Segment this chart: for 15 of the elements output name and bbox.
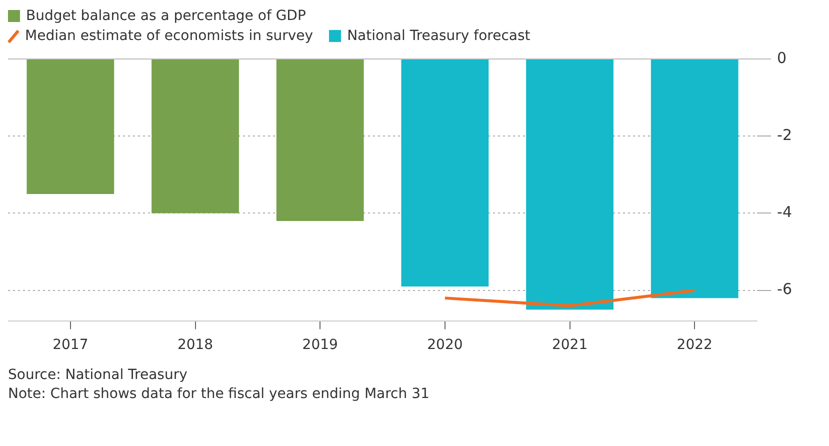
y-tick-label: -4 <box>777 203 792 222</box>
x-tick-label: 2021 <box>552 337 588 354</box>
x-tick-label: 2019 <box>302 337 338 354</box>
legend-label: Median estimate of economists in survey <box>25 28 314 44</box>
y-tick-label: -2 <box>777 126 792 144</box>
y-tick-label: 0 <box>777 48 787 67</box>
x-tick-label: 2018 <box>177 337 214 354</box>
y-tick-label: -6 <box>777 280 792 298</box>
x-tick-label: 2020 <box>427 337 463 354</box>
legend-label: National Treasury forecast <box>347 28 530 44</box>
legend-label: Budget balance as a percentage of GDP <box>26 8 306 24</box>
source-note: Source: National Treasury <box>8 366 188 385</box>
x-tick-label: 2017 <box>52 337 88 354</box>
x-tick-label: 2022 <box>676 337 712 354</box>
text: Note: Chart shows data for the fiscal years ending March 31 <box>8 385 430 404</box>
